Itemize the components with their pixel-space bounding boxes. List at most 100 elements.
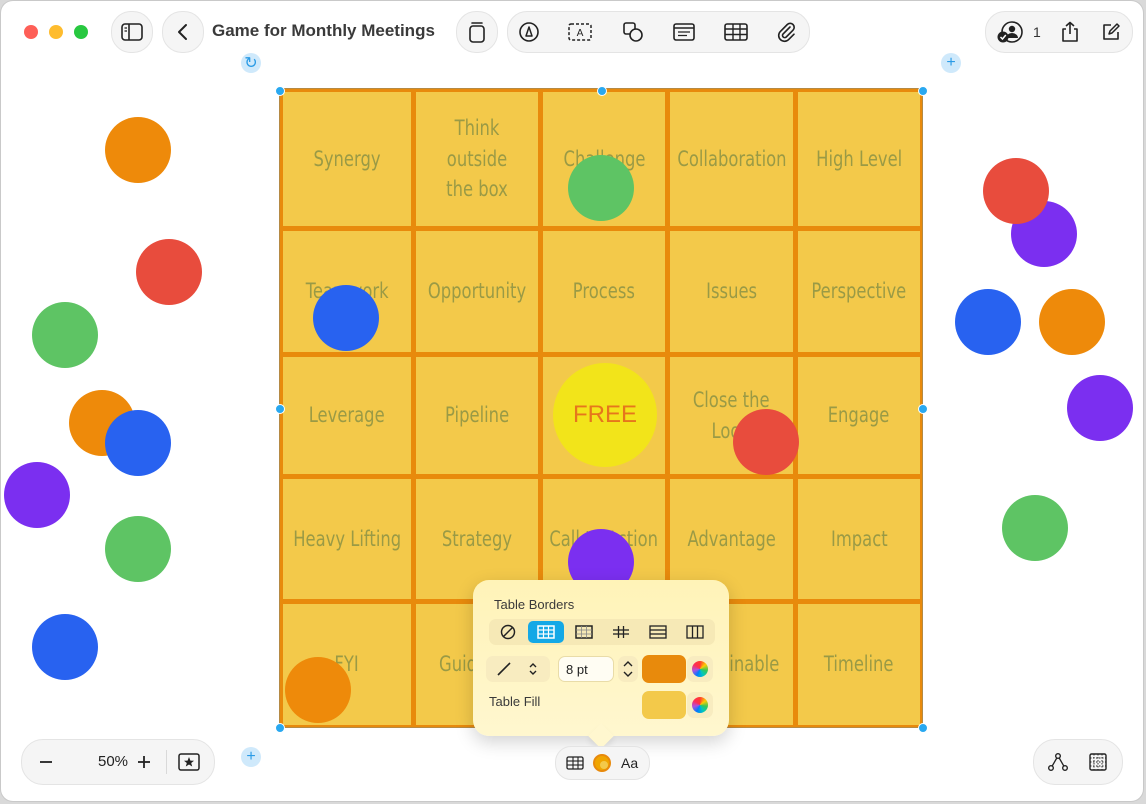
blue-marker[interactable] bbox=[313, 285, 379, 351]
resize-handle[interactable] bbox=[275, 86, 285, 96]
fill-color-picker-button[interactable] bbox=[687, 692, 713, 718]
shapes-button[interactable] bbox=[613, 12, 653, 52]
purple-marker[interactable] bbox=[4, 462, 70, 528]
media-button[interactable] bbox=[664, 12, 704, 52]
table-cell[interactable]: Collaboration bbox=[670, 92, 793, 226]
table-cell[interactable]: Opportunity bbox=[416, 231, 538, 352]
pen-button[interactable] bbox=[509, 12, 549, 52]
insert-button[interactable] bbox=[456, 11, 498, 53]
table-format-button[interactable] bbox=[564, 753, 586, 773]
resize-handle[interactable] bbox=[918, 86, 928, 96]
fill-style-icon bbox=[593, 754, 611, 772]
table-cell[interactable]: Synergy bbox=[283, 92, 411, 226]
outer-border-icon bbox=[575, 625, 593, 639]
plus-icon bbox=[138, 756, 150, 768]
table-cell[interactable]: High Level bbox=[798, 92, 920, 226]
table-cell[interactable]: Advantage bbox=[670, 479, 793, 599]
no-border-option[interactable] bbox=[493, 621, 523, 643]
resize-handle[interactable] bbox=[597, 86, 607, 96]
minimize-window-button[interactable] bbox=[49, 25, 63, 39]
attachment-button[interactable] bbox=[766, 12, 806, 52]
scenes-button[interactable] bbox=[174, 748, 204, 776]
all-borders-icon bbox=[537, 625, 555, 639]
table-button[interactable] bbox=[716, 12, 756, 52]
red-marker[interactable] bbox=[136, 239, 202, 305]
border-color-picker-button[interactable] bbox=[687, 656, 713, 682]
outer-border-option[interactable] bbox=[569, 621, 599, 643]
add-row-handle[interactable]: + bbox=[241, 747, 261, 767]
blue-marker[interactable] bbox=[955, 289, 1021, 355]
resize-handle[interactable] bbox=[275, 723, 285, 733]
grid-toggle-button[interactable] bbox=[1084, 748, 1112, 776]
add-column-handle[interactable]: + bbox=[941, 53, 961, 73]
orange-marker[interactable] bbox=[1039, 289, 1105, 355]
zoom-level[interactable]: 50% bbox=[98, 753, 129, 770]
green-marker[interactable] bbox=[32, 302, 98, 368]
fill-color-swatch[interactable] bbox=[642, 691, 686, 719]
connection-points-icon bbox=[1048, 753, 1068, 771]
table-cell[interactable]: Strategy bbox=[416, 479, 538, 599]
pen-icon bbox=[519, 22, 539, 42]
bottom-right-controls bbox=[1033, 739, 1123, 785]
back-button[interactable] bbox=[162, 11, 204, 53]
collaborate-button[interactable] bbox=[990, 12, 1030, 52]
border-fill-button[interactable] bbox=[591, 753, 613, 773]
table-cell[interactable]: Pipeline bbox=[416, 357, 538, 474]
resize-handle[interactable] bbox=[918, 723, 928, 733]
red-marker[interactable] bbox=[733, 409, 799, 475]
connection-tool-button[interactable] bbox=[1044, 748, 1072, 776]
close-window-button[interactable] bbox=[24, 25, 38, 39]
orange-marker[interactable] bbox=[105, 117, 171, 183]
table-icon bbox=[724, 23, 748, 41]
line-style-popup[interactable] bbox=[486, 656, 550, 682]
table-cell[interactable]: Heavy Lifting bbox=[283, 479, 411, 599]
table-cell[interactable]: Think outside the box bbox=[416, 92, 538, 226]
zoom-out-button[interactable] bbox=[32, 748, 60, 776]
table-cell[interactable]: Perspective bbox=[798, 231, 920, 352]
star-frame-icon bbox=[178, 753, 200, 771]
table-cell[interactable]: Impact bbox=[798, 479, 920, 599]
svg-text:A: A bbox=[577, 28, 584, 39]
text-format-button[interactable]: Aa bbox=[621, 755, 639, 771]
shapes-icon bbox=[623, 22, 643, 42]
zoom-in-button[interactable] bbox=[130, 748, 158, 776]
blue-marker[interactable] bbox=[105, 410, 171, 476]
attachment-icon bbox=[777, 22, 795, 43]
vertical-border-option[interactable] bbox=[680, 621, 710, 643]
free-space-circle[interactable]: FREE bbox=[553, 363, 657, 467]
stepper-arrows-icon bbox=[623, 661, 633, 677]
border-color-swatch[interactable] bbox=[642, 655, 686, 683]
blue-marker[interactable] bbox=[32, 614, 98, 680]
dotted-grid-icon bbox=[1089, 753, 1107, 771]
rotate-handle[interactable]: ↻ bbox=[241, 53, 261, 73]
border-width-stepper[interactable] bbox=[618, 656, 638, 682]
green-marker[interactable] bbox=[568, 155, 634, 221]
table-cell[interactable]: Timeline bbox=[798, 604, 920, 725]
table-cell[interactable]: Leverage bbox=[283, 357, 411, 474]
chevron-updown-icon bbox=[529, 663, 537, 675]
new-board-button[interactable] bbox=[1091, 12, 1131, 52]
table-cell[interactable]: Process bbox=[543, 231, 665, 352]
table-cell[interactable]: Issues bbox=[670, 231, 793, 352]
zoom-window-button[interactable] bbox=[74, 25, 88, 39]
vertical-border-icon bbox=[686, 625, 704, 639]
table-cell[interactable]: Engage bbox=[798, 357, 920, 474]
border-width-field[interactable]: 8 pt bbox=[558, 656, 614, 682]
red-marker[interactable] bbox=[983, 158, 1049, 224]
table-icon bbox=[566, 756, 584, 770]
horizontal-border-option[interactable] bbox=[643, 621, 673, 643]
collaborate-icon bbox=[997, 21, 1023, 43]
text-box-button[interactable]: A bbox=[560, 12, 600, 52]
media-icon bbox=[673, 23, 695, 41]
right-toolbar-group: 1 bbox=[985, 11, 1133, 53]
inner-border-option[interactable] bbox=[606, 621, 636, 643]
share-button[interactable] bbox=[1050, 12, 1090, 52]
sidebar-toggle-button[interactable] bbox=[111, 11, 153, 53]
resize-handle[interactable] bbox=[275, 404, 285, 414]
resize-handle[interactable] bbox=[918, 404, 928, 414]
orange-marker[interactable] bbox=[285, 657, 351, 723]
green-marker[interactable] bbox=[1002, 495, 1068, 561]
all-borders-option[interactable] bbox=[528, 621, 564, 643]
green-marker[interactable] bbox=[105, 516, 171, 582]
purple-marker[interactable] bbox=[1067, 375, 1133, 441]
